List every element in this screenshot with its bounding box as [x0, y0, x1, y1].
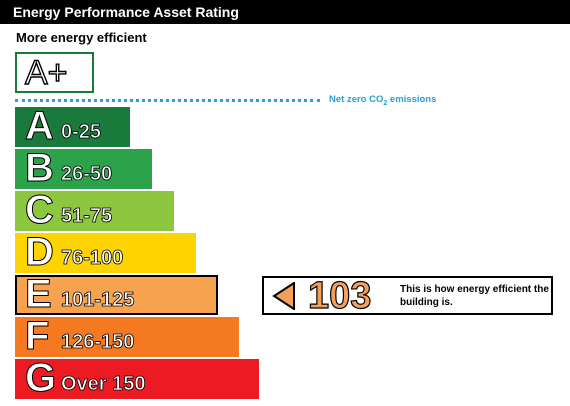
title-bar: Energy Performance Asset Rating [0, 0, 570, 24]
band-letter: C [25, 188, 55, 233]
net-zero-label: Net zero CO2 emissions [329, 94, 437, 107]
band-letter: A [25, 104, 55, 149]
current-rating-indicator: 103 This is how energy efficient the bui… [262, 274, 553, 318]
band-d: D 76-100 [15, 230, 196, 275]
band-e: E 101-125 [15, 272, 218, 317]
chart-title: Energy Performance Asset Rating [13, 4, 239, 20]
band-range: 0-25 [61, 121, 102, 144]
band-a-plus-label: A+ [24, 53, 68, 92]
band-range: 76-100 [61, 247, 124, 270]
band-a: A 0-25 [15, 104, 130, 149]
band-range: 26-50 [61, 163, 113, 186]
band-letter: G [24, 356, 57, 401]
net-zero-divider [15, 99, 320, 102]
band-range: 101-125 [61, 289, 135, 312]
band-g: G Over 150 [15, 356, 259, 401]
rating-caption: This is how energy efficient the buildin… [400, 284, 549, 308]
band-f: F 126-150 [15, 314, 239, 359]
band-a-plus: A+ [15, 52, 94, 93]
band-range: Over 150 [61, 373, 146, 396]
band-b: B 26-50 [15, 146, 152, 191]
current-rating-value: 103 [307, 274, 372, 317]
band-range: 51-75 [61, 205, 113, 228]
band-letter: E [25, 272, 53, 317]
band-letter: B [25, 146, 55, 191]
band-range: 126-150 [61, 331, 135, 354]
band-letter: D [25, 230, 55, 275]
band-c: C 51-75 [15, 188, 174, 233]
band-letter: F [24, 314, 50, 359]
more-efficient-label: More energy efficient [16, 30, 147, 45]
pointer-arrow-icon [272, 282, 295, 310]
